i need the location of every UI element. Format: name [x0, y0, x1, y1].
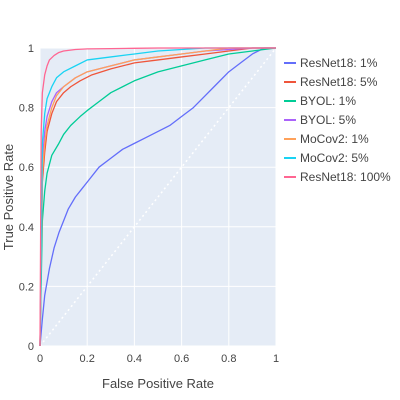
y-tick-label: 0.8: [19, 103, 34, 115]
legend-label: BYOL: 5%: [300, 113, 356, 127]
legend-item[interactable]: ResNet18: 5%: [284, 75, 378, 89]
legend-label: ResNet18: 5%: [300, 75, 378, 89]
legend-label: ResNet18: 1%: [300, 56, 378, 70]
chance-reference-line: [39, 47, 277, 347]
series-line-7: [39, 47, 276, 347]
x-tick-label: 0.8: [221, 353, 236, 365]
legend-item[interactable]: BYOL: 5%: [284, 113, 356, 127]
x-tick-label: 0.2: [80, 353, 95, 365]
legend-label: ResNet18: 100%: [300, 170, 391, 184]
series-line-1: [39, 47, 276, 347]
legend-label: BYOL: 1%: [300, 94, 356, 108]
x-tick-label: 0.6: [174, 353, 189, 365]
legend-item[interactable]: MoCov2: 5%: [284, 151, 369, 165]
y-tick-label: 0: [28, 341, 34, 353]
legend-label: MoCov2: 5%: [300, 151, 369, 165]
legend-label: MoCov2: 1%: [300, 132, 369, 146]
x-axis-title: False Positive Rate: [102, 376, 214, 391]
x-axis-ticks: 0 0.2 0.4 0.6 0.8 1: [37, 353, 279, 365]
series-line-2: [39, 47, 276, 347]
legend-item[interactable]: ResNet18: 1%: [284, 56, 378, 70]
y-axis-title: True Positive Rate: [1, 144, 16, 250]
series-line-5: [39, 47, 276, 347]
gridlines: [39, 47, 277, 347]
x-tick-label: 0.4: [127, 353, 142, 365]
x-tick-label: 0: [37, 353, 43, 365]
y-tick-label: 0.6: [19, 162, 34, 174]
legend-item[interactable]: BYOL: 1%: [284, 94, 356, 108]
legend-item[interactable]: MoCov2: 1%: [284, 132, 369, 146]
y-tick-label: 0.2: [19, 281, 34, 293]
y-tick-label: 0.4: [19, 222, 34, 234]
series-line-3: [39, 47, 277, 347]
legend-item[interactable]: ResNet18: 100%: [284, 170, 391, 184]
y-tick-label: 1: [28, 43, 34, 55]
series-layer: [39, 47, 277, 347]
x-tick-label: 1: [273, 353, 279, 365]
y-axis-ticks: 0 0.2 0.4 0.6 0.8 1: [19, 43, 34, 353]
legend[interactable]: ResNet18: 1% ResNet18: 5% BYOL: 1% BYOL: 5%…: [284, 56, 391, 184]
